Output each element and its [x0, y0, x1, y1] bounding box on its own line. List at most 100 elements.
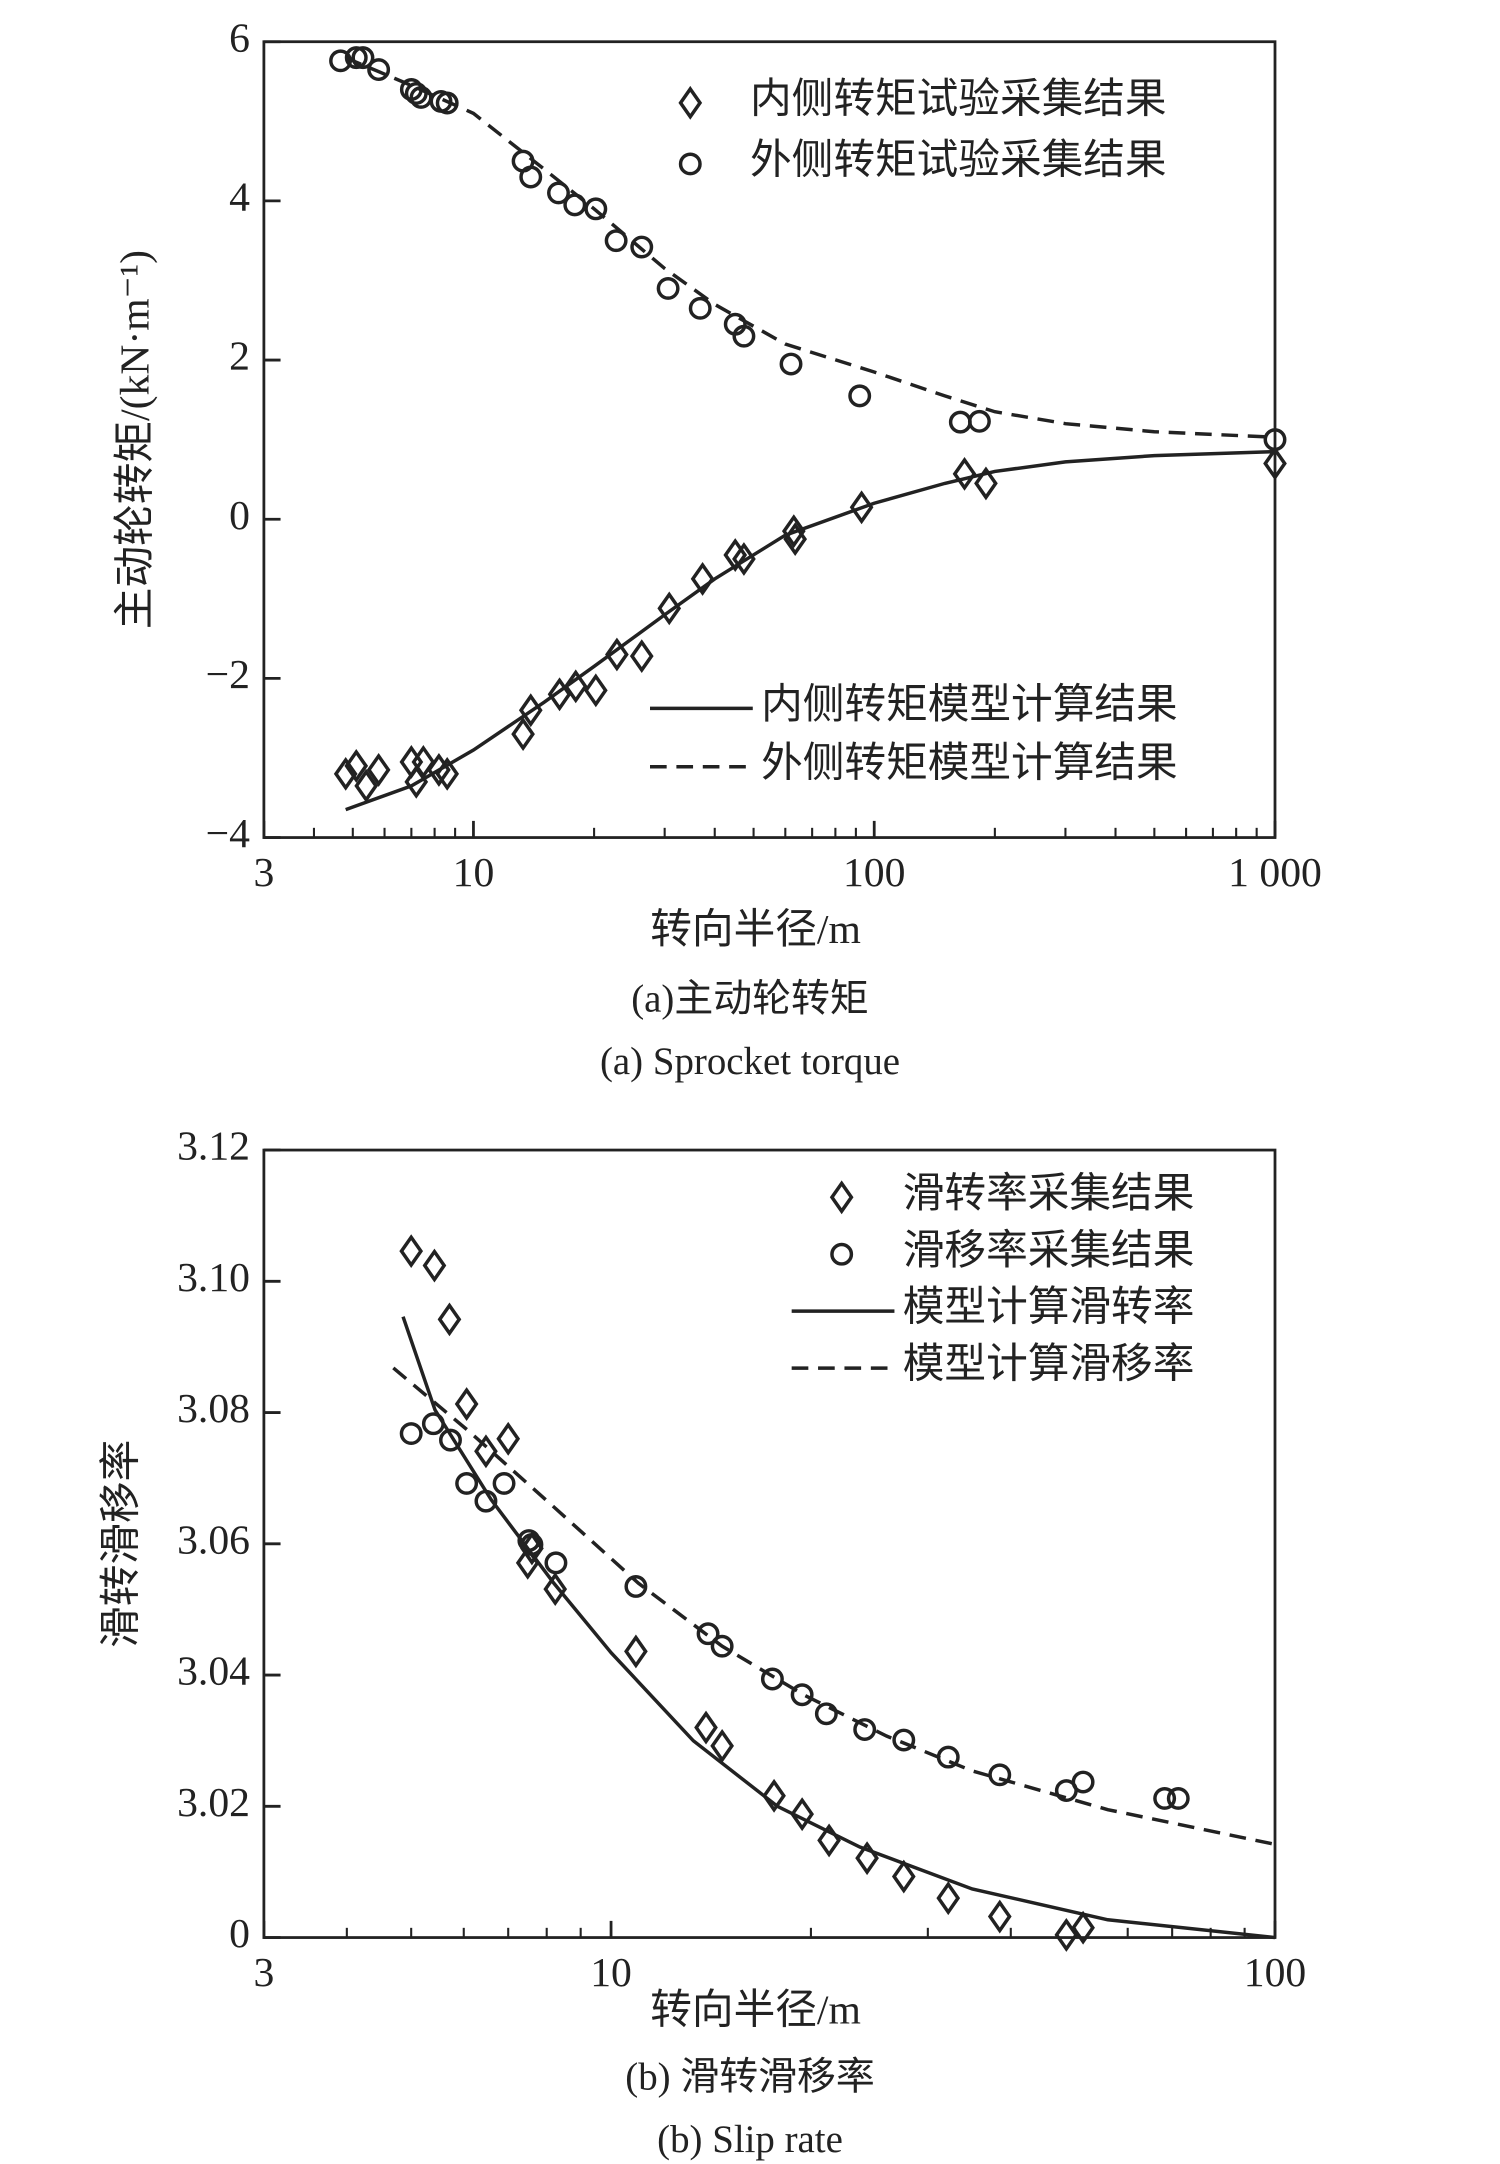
marker-diamond — [454, 1387, 479, 1421]
marker-diamond — [422, 1248, 447, 1283]
x-tick-label: 100 — [1244, 1950, 1306, 1996]
marker-diamond — [762, 1778, 786, 1813]
marker-circle — [988, 1763, 1012, 1787]
marker-circle — [779, 352, 803, 376]
x-tick-label: 3 — [253, 1950, 274, 1996]
x-tick-label: 3 — [253, 850, 274, 896]
x-tick-label: 10 — [590, 1950, 632, 1996]
marker-circle — [790, 1683, 814, 1707]
x-tick-label: 1 000 — [1228, 850, 1322, 896]
y-tick-label: 3.08 — [177, 1386, 250, 1432]
y-tick-label: 6 — [229, 15, 250, 61]
legend-label: 外侧转矩试验采集结果 — [750, 137, 1167, 184]
legend-marker — [678, 152, 702, 176]
y-tick-label: 3.02 — [177, 1780, 250, 1826]
marker-circle — [367, 58, 391, 82]
caption: (a)主动轮转矩 — [631, 978, 869, 1021]
y-tick-label: 3.10 — [177, 1255, 250, 1301]
marker-circle — [1153, 1786, 1177, 1810]
model-line — [345, 449, 1276, 812]
marker-diamond — [437, 1302, 462, 1337]
marker-circle — [439, 1428, 462, 1452]
y-tick-label: 3.04 — [177, 1649, 250, 1695]
plot-frame — [262, 40, 1277, 839]
marker-circle — [848, 384, 872, 408]
marker-diamond — [657, 591, 682, 626]
marker-diamond — [710, 1729, 734, 1763]
marker-diamond — [732, 542, 756, 576]
x-axis-label: 转向半径/m — [650, 907, 861, 953]
marker-circle — [519, 165, 543, 189]
y-axis-label: 滑转滑移率 — [98, 1440, 145, 1648]
marker-circle — [604, 229, 628, 253]
marker-circle — [547, 181, 570, 205]
marker-circle — [435, 91, 459, 115]
y-tick-label: 3.06 — [177, 1517, 250, 1563]
legend-label: 内侧转矩试验采集结果 — [750, 75, 1167, 122]
marker-diamond — [543, 1572, 568, 1606]
marker-diamond — [605, 637, 629, 672]
marker-circle — [710, 1634, 734, 1658]
y-tick-label: 0 — [229, 1911, 250, 1957]
x-tick-label: 100 — [843, 850, 905, 896]
y-tick-label: 0 — [229, 493, 250, 539]
marker-circle — [967, 409, 991, 433]
marker-diamond — [690, 561, 715, 596]
marker-circle — [351, 46, 375, 70]
marker-diamond — [694, 1710, 718, 1745]
marker-circle — [1166, 1786, 1190, 1810]
marker-diamond — [781, 514, 806, 549]
marker-diamond — [344, 749, 369, 783]
legend-label: 滑移率采集结果 — [903, 1227, 1195, 1274]
legend-marker — [829, 1180, 854, 1215]
marker-diamond — [987, 1899, 1012, 1934]
marker-circle — [544, 1551, 568, 1575]
caption-en: (a) Sprocket torque — [600, 1040, 900, 1083]
legend-label: 模型计算滑移率 — [903, 1341, 1195, 1388]
y-tick-label: 4 — [229, 174, 250, 220]
model-line — [345, 56, 1276, 440]
marker-diamond — [974, 466, 998, 501]
marker-circle — [732, 324, 756, 348]
marker-diamond — [474, 1434, 498, 1469]
x-tick-label: 10 — [453, 850, 495, 896]
model-line — [401, 1316, 1276, 1940]
marker-diamond — [1054, 1918, 1079, 1952]
marker-diamond — [399, 1234, 424, 1269]
marker-circle — [760, 1667, 784, 1691]
caption-en: (b) Slip rate — [657, 2118, 843, 2161]
legend-marker — [678, 85, 703, 120]
legend-label: 外侧转矩模型计算结果 — [761, 740, 1178, 786]
legend-label: 模型计算滑转率 — [903, 1284, 1195, 1331]
legend-marker — [830, 1242, 854, 1266]
marker-diamond — [849, 490, 874, 525]
marker-diamond — [563, 669, 588, 704]
marker-diamond — [354, 768, 379, 803]
x-axis-label: 转向半径/m — [650, 1988, 861, 2034]
marker-diamond — [624, 1634, 648, 1669]
marker-circle — [696, 1622, 720, 1646]
marker-circle — [399, 1422, 423, 1446]
marker-circle — [630, 235, 654, 259]
model-line — [392, 1366, 1276, 1847]
marker-diamond — [496, 1421, 521, 1456]
marker-diamond — [936, 1881, 961, 1916]
marker-diamond — [333, 756, 358, 791]
caption: (b) 滑转滑移率 — [625, 2056, 874, 2099]
marker-diamond — [411, 745, 436, 779]
marker-circle — [948, 410, 972, 434]
marker-diamond — [511, 717, 535, 752]
marker-diamond — [547, 677, 572, 712]
marker-circle — [1263, 428, 1287, 452]
y-tick-label: −2 — [206, 652, 250, 698]
y-tick-label: 2 — [229, 334, 250, 380]
marker-diamond — [629, 639, 654, 674]
marker-circle — [853, 1718, 877, 1741]
marker-diamond — [1263, 446, 1287, 481]
y-axis-label: 主动轮转矩/(kN·m⁻¹) — [112, 250, 158, 629]
marker-circle — [584, 197, 608, 221]
marker-circle — [455, 1471, 479, 1495]
y-tick-label: 3.12 — [177, 1124, 250, 1170]
